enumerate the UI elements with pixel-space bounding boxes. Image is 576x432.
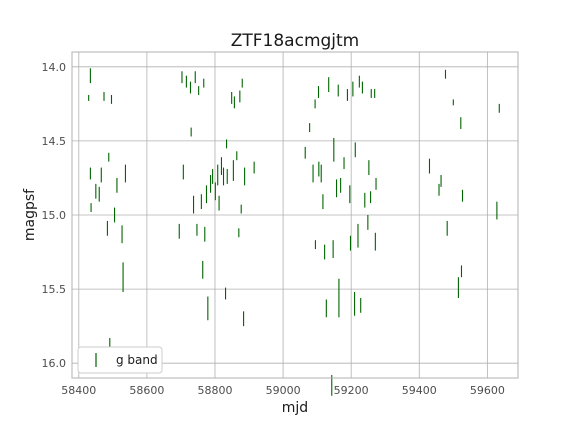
plot-frame: [71, 51, 519, 379]
y-tick-labels: 14.0 14.5 15.0 15.5 16.0: [42, 61, 67, 370]
y-tick-label: 14.5: [42, 135, 67, 148]
y-tick-label: 14.0: [42, 61, 67, 74]
x-tick-labels: 58400 58600 58800 59000 59200 59400 59600: [61, 384, 505, 397]
y-tick-label: 15.5: [42, 283, 67, 296]
chart-title: ZTF18acmgjtm: [231, 31, 360, 51]
x-axis-label: mjd: [282, 400, 308, 416]
x-tick-label: 58400: [61, 384, 96, 397]
x-tick-label: 59600: [470, 384, 505, 397]
x-tick-label: 58600: [129, 384, 164, 397]
legend: g band: [77, 346, 163, 374]
y-axis-label: magpsf: [22, 188, 38, 241]
x-tick-label: 59400: [402, 384, 437, 397]
data-series-g-band: [88, 68, 500, 396]
y-tick-label: 16.0: [42, 357, 67, 370]
y-tick-label: 15.0: [42, 209, 67, 222]
x-tick-label: 59000: [266, 384, 301, 397]
grid-lines: [72, 52, 518, 378]
x-tick-label: 58800: [197, 384, 232, 397]
x-tick-label: 59200: [334, 384, 369, 397]
legend-label-g-band: g band: [116, 353, 158, 367]
legend-box: [77, 346, 163, 374]
